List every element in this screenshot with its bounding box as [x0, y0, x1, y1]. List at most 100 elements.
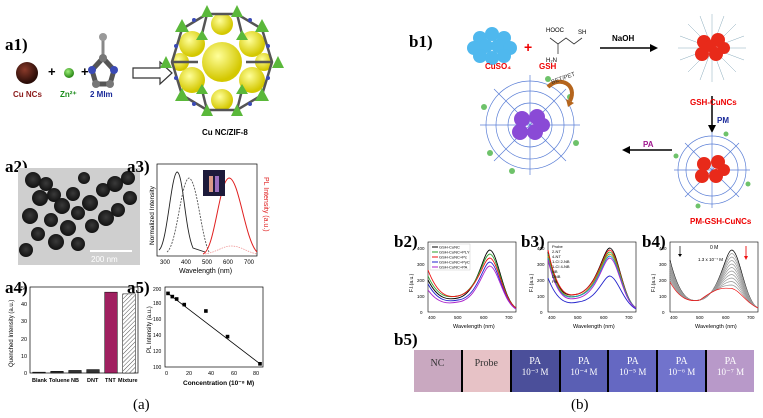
- b5-swatch-label: NC: [430, 358, 445, 369]
- b3-legend-3: 1-Cl 2-NB: [552, 259, 570, 264]
- a3-inset-photo: [203, 170, 225, 196]
- b5-swatch-conc: 10⁻³ M: [521, 367, 549, 377]
- b3-legend-4: 1-Cl 4-NB: [552, 264, 570, 269]
- pm-gsh-cuncs-cluster: [673, 131, 751, 209]
- pa-arrow: [622, 146, 630, 154]
- a5-scatter-chart: PL Intensity (a.u.) 100 120 140 160 180 …: [147, 286, 264, 387]
- zn-label: Zn²⁺: [60, 90, 77, 99]
- a5-ytick-5: 200: [153, 287, 162, 293]
- a5-ytick-3: 160: [153, 317, 162, 323]
- b5-swatch: Probe: [462, 350, 510, 392]
- a5-ytick-1: 120: [153, 349, 162, 355]
- a4-label: a4): [5, 278, 28, 297]
- a4-bar-toluene: [50, 371, 64, 374]
- a4-ytick-3: 30: [21, 319, 27, 325]
- a3-xtick-1: 400: [181, 260, 192, 266]
- caption-a: (a): [133, 397, 150, 413]
- a3-emission-curve: [202, 177, 258, 255]
- pa-label: PA: [643, 140, 654, 149]
- b3-legend-2: 4-NT: [552, 254, 561, 259]
- plus-sign-2: +: [81, 64, 89, 79]
- a5-point: [204, 309, 208, 313]
- a3-xtick-4: 700: [244, 260, 255, 266]
- b3-ytick-3: 300: [537, 262, 545, 267]
- b3-ytick-1: 100: [537, 294, 545, 299]
- plus-sign-1: +: [48, 64, 56, 79]
- b5-swatch-label: PA: [626, 356, 639, 367]
- zif8-cage: [160, 5, 284, 116]
- a5-xtick-2: 40: [208, 371, 214, 377]
- a4-cat-3: DNT: [87, 378, 99, 384]
- gsh-cuncs-cluster: [678, 14, 746, 82]
- a3-excitation-curve-1: [158, 171, 206, 253]
- b4-label: b4): [642, 232, 666, 251]
- b2-legend-3: GSH-CuNC+PyC: [439, 260, 470, 265]
- a4-ylabel: Quenched Intensity (a.u.): [9, 300, 15, 367]
- a4-bar-mixture: [122, 293, 136, 374]
- b3-label: b3): [521, 232, 545, 251]
- a4-bar-blank: [32, 371, 46, 374]
- b2-xtick-1: 500: [454, 315, 462, 320]
- b1-plus: +: [524, 39, 532, 55]
- b4-xlabel: Wavelength (nm): [695, 324, 737, 330]
- b2-ylabel: F.I.(a.u.): [409, 273, 415, 292]
- b1-label: b1): [409, 32, 433, 51]
- b3-xtick-3: 700: [625, 315, 633, 320]
- b5-swatch: PA 10⁻⁴ M: [560, 350, 608, 392]
- b4-ylabel: F.I.(a.u.): [651, 273, 657, 292]
- b4-ytick-0: 0: [662, 310, 665, 315]
- b4-curve: [669, 281, 759, 309]
- b2-legend-4: GSH-CuNC+PA: [439, 265, 468, 270]
- naoh-arrow: [650, 44, 658, 52]
- b5-swatch: PA 10⁻⁷ M: [707, 350, 754, 392]
- gsh-sh: SH: [578, 30, 586, 36]
- b5-swatch: PA 10⁻⁶ M: [658, 350, 706, 392]
- a3-spectra-chart: 300 400 500 600 700 Wavelength (nm) Norm…: [149, 163, 258, 275]
- a3-xtick-3: 600: [223, 260, 234, 266]
- a3-ylabel: Normalized Intensity: [149, 185, 156, 245]
- a5-ytick-4: 180: [153, 301, 162, 307]
- a4-ytick-5: 50: [21, 286, 27, 292]
- b3-spectra-chart: Probe 2-NT 4-NT 1-Cl 2-NB 1-Cl 4-NB NB D…: [529, 241, 637, 330]
- gsh-structure: [549, 37, 583, 54]
- b4-xtick-2: 600: [722, 315, 730, 320]
- a1-label: a1): [5, 35, 28, 54]
- a3-label: a3): [127, 157, 150, 176]
- b3-legend-7: PA: [552, 279, 557, 284]
- a2-tem-image: 200 nm: [18, 168, 140, 265]
- a1-scheme: + +: [16, 5, 284, 116]
- b5-label: b5): [394, 330, 418, 349]
- b2-xtick-2: 600: [480, 315, 488, 320]
- b2-ytick-0: 0: [420, 310, 423, 315]
- b5-swatch-conc: 10⁻⁴ M: [570, 367, 598, 377]
- a2-scalebar-label: 200 nm: [91, 255, 118, 264]
- a4-ytick-2: 20: [21, 337, 27, 343]
- b5-swatch: PA 10⁻⁵ M: [609, 350, 657, 392]
- a5-ytick-0: 100: [153, 365, 162, 371]
- pm-arrow: [708, 125, 716, 133]
- b5-swatch-conc: 10⁻⁵ M: [619, 367, 647, 377]
- b3-ytick-0: 0: [540, 310, 543, 315]
- b5-swatch-label: Probe: [474, 358, 498, 369]
- a5-xtick-0: 0: [165, 371, 168, 377]
- caption-b: (b): [571, 397, 589, 413]
- a4-bar-nb: [68, 370, 82, 374]
- a5-point: [225, 334, 230, 339]
- a3-y2label: PL Intensity (a.u.): [262, 177, 269, 232]
- a5-xtick-1: 20: [186, 371, 192, 377]
- b2-legend-1: GSH-CuNC+PLY: [439, 250, 470, 255]
- a4-cat-0: Blank: [32, 378, 48, 384]
- b4-ytick-4: 400: [659, 246, 667, 251]
- b2-legend-0: GSH-CuNC: [439, 245, 460, 250]
- a4-cat-2: NB: [71, 378, 79, 384]
- pa-complex-cluster: [480, 75, 580, 175]
- zn-ion-sphere: [64, 68, 74, 78]
- pm-label: PM: [717, 116, 729, 125]
- b2-xlabel: Wavelength (nm): [453, 324, 495, 330]
- a5-point: [258, 362, 262, 366]
- a3-xlabel: Wavelength (nm): [179, 268, 232, 275]
- mim-molecule: [88, 33, 118, 88]
- a4-cat-1: Toluene: [49, 378, 70, 384]
- a3-excitation-curve-2: [166, 177, 210, 253]
- a5-point: [182, 302, 187, 307]
